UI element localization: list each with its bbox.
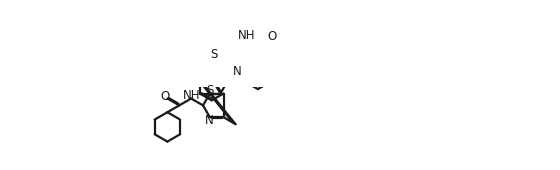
Text: S: S: [207, 84, 214, 97]
Text: N: N: [232, 65, 241, 78]
Text: NH: NH: [238, 29, 256, 42]
Text: N: N: [204, 114, 213, 127]
Text: S: S: [210, 48, 217, 61]
Text: O: O: [267, 30, 276, 43]
Text: O: O: [161, 90, 170, 103]
Text: NH: NH: [183, 89, 201, 102]
